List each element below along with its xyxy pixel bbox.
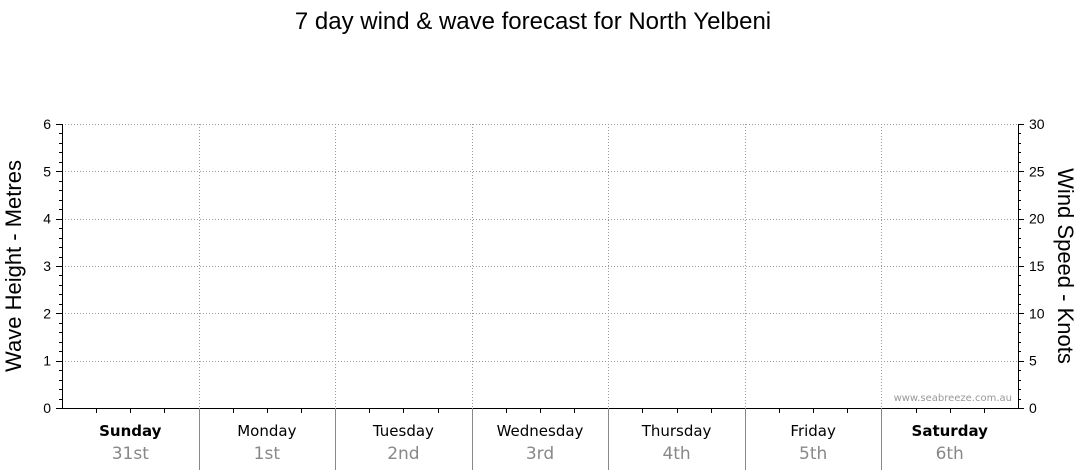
right-axis-title: Wind Speed - Knots [1053,168,1078,364]
right-tick-label: 20 [1029,211,1045,227]
day-date-label: 4th [662,444,690,464]
right-axis-ticks: 0 5 10 15 20 25 30 [1018,116,1045,416]
left-tick-label: 6 [43,116,51,132]
day-name-label: Monday [237,422,296,440]
day-date-label: 1st [254,444,281,464]
day-name-label: Saturday [912,422,989,440]
day-date-label: 6th [936,444,964,464]
right-tick-label: 0 [1029,400,1037,416]
right-tick-label: 5 [1029,353,1037,369]
left-axis-ticks: 0 1 2 3 4 5 6 [43,116,62,416]
left-tick-label: 4 [43,211,51,227]
chart-title: 7 day wind & wave forecast for North Yel… [295,8,771,35]
left-tick-label: 2 [43,305,51,321]
day-name-label: Tuesday [372,422,434,440]
right-tick-label: 25 [1029,163,1045,179]
left-tick-label: 0 [43,400,51,416]
day-date-label: 3rd [526,444,554,464]
day-name-label: Wednesday [497,422,584,440]
day-name-label: Thursday [641,422,712,440]
watermark-text: www.seabreeze.com.au [894,393,1012,404]
right-tick-label: 30 [1029,116,1045,132]
day-name-label: Friday [790,422,836,440]
axes-layer [62,124,1019,413]
left-axis-title: Wave Height - Metres [1,160,26,372]
day-name-label: Sunday [99,422,162,440]
left-tick-label: 3 [43,258,51,274]
day-date-label: 2nd [387,444,419,464]
day-labels: Sunday 31st Monday 1st Tuesday 2nd Wednesday 3r… [99,408,988,470]
day-date-label: 31st [112,444,149,464]
left-tick-label: 5 [43,163,51,179]
right-tick-label: 15 [1029,258,1045,274]
right-tick-label: 10 [1029,305,1045,321]
left-tick-label: 1 [43,353,51,369]
grid-layer [62,124,1018,408]
day-date-label: 5th [799,444,827,464]
